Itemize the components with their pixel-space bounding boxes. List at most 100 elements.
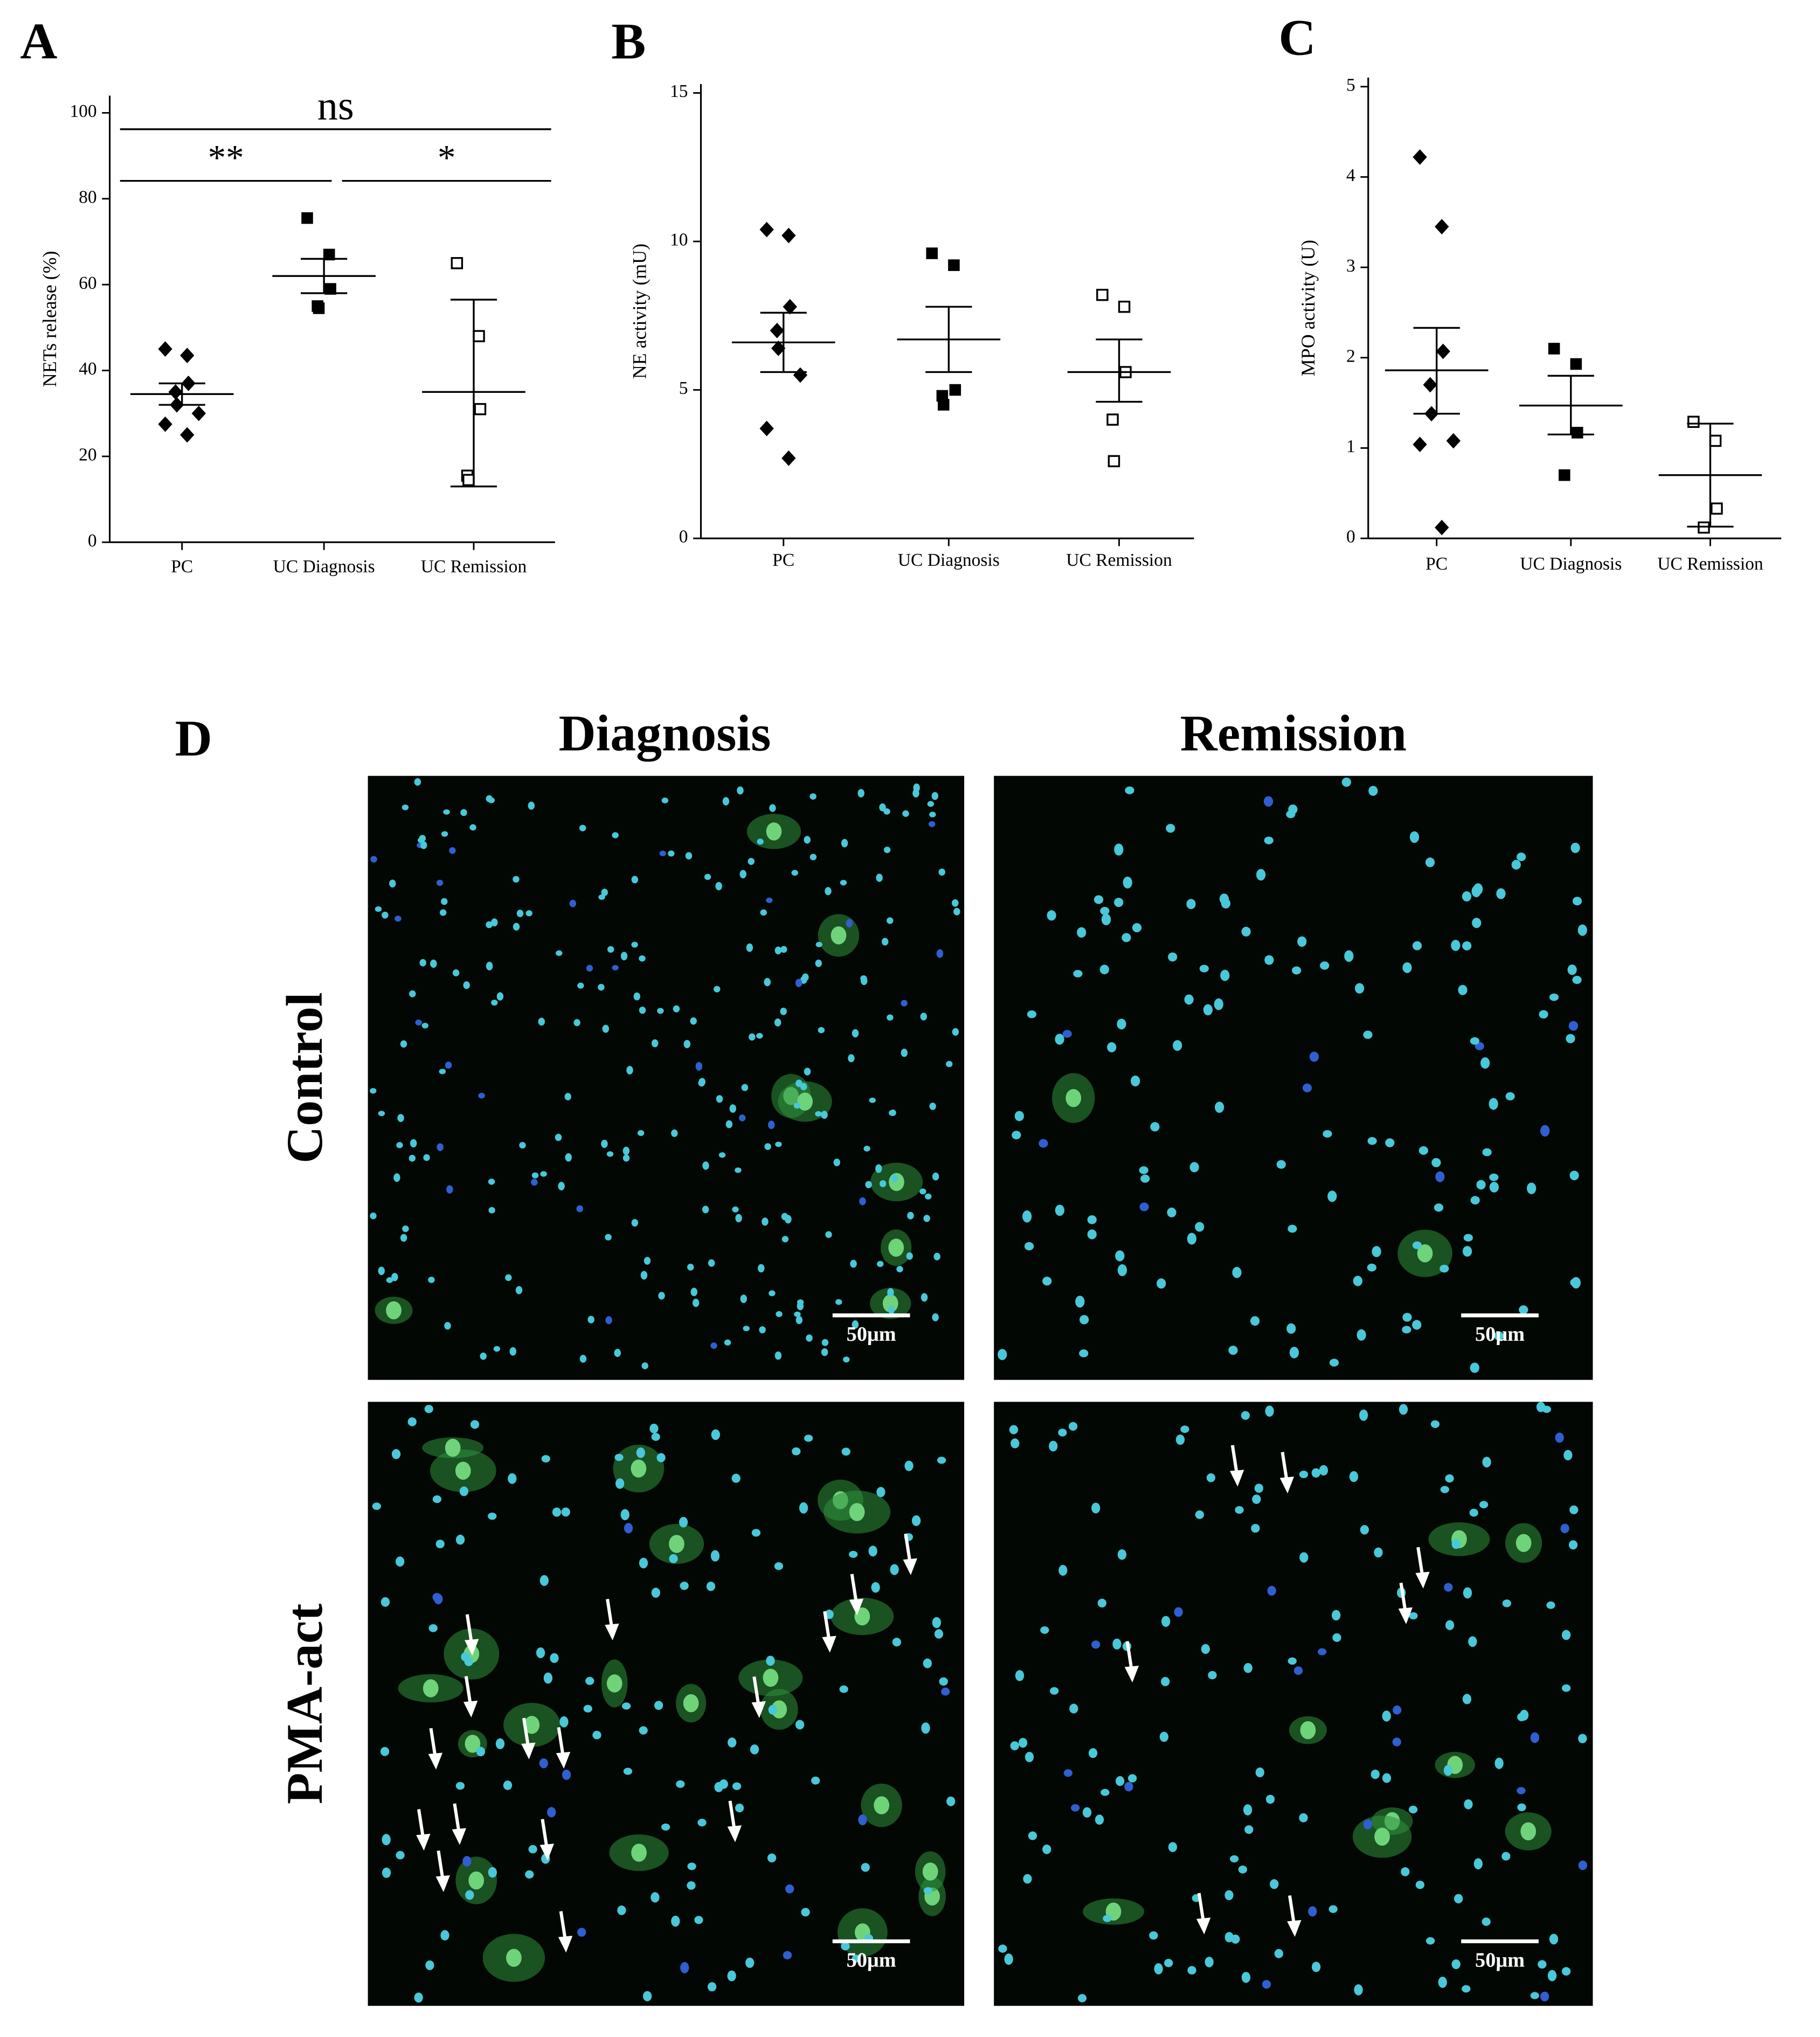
- nucleus: [902, 810, 909, 817]
- nucleus: [1392, 1737, 1401, 1747]
- nucleus: [865, 1181, 872, 1188]
- nucleus: [825, 887, 832, 896]
- nucleus: [547, 1807, 556, 1818]
- nucleus: [1157, 1278, 1166, 1289]
- data-point: [1571, 427, 1583, 439]
- nucleus: [515, 1286, 523, 1294]
- nucleus: [432, 1495, 442, 1504]
- nucleus: [1166, 823, 1175, 833]
- nucleus: [1382, 1773, 1392, 1783]
- y-tick-label: 0: [679, 527, 688, 547]
- nucleus: [1004, 1953, 1013, 1965]
- nucleus: [1047, 910, 1056, 921]
- nucleus: [687, 1264, 694, 1271]
- nucleus: [370, 1088, 377, 1094]
- nucleus: [414, 1992, 423, 2003]
- nucleus: [538, 1017, 545, 1026]
- nucleus: [488, 1207, 495, 1214]
- cell-body: [797, 1092, 813, 1111]
- nucleus: [1101, 913, 1111, 925]
- nucleus: [1039, 1139, 1048, 1148]
- nucleus: [382, 911, 389, 919]
- nucleus: [887, 1014, 894, 1021]
- nucleus: [1014, 1111, 1024, 1121]
- nucleus: [1367, 1263, 1376, 1272]
- nucleus: [626, 1065, 633, 1075]
- scale-bar-label: 50μm: [1475, 1949, 1525, 1972]
- nucleus: [612, 832, 619, 839]
- nucleus: [1011, 1438, 1020, 1449]
- nucleus: [791, 870, 798, 876]
- cell-body: [455, 1461, 471, 1480]
- nucleus: [525, 910, 532, 917]
- nucleus: [495, 1738, 505, 1749]
- data-point: [1435, 219, 1449, 235]
- arrow-head: [556, 1751, 571, 1769]
- nucleus: [400, 1234, 407, 1242]
- panel-label: C: [1278, 9, 1316, 66]
- nucleus: [671, 1915, 680, 1927]
- nucleus: [470, 1420, 480, 1429]
- nucleus: [1069, 1703, 1078, 1714]
- nucleus: [620, 952, 628, 961]
- nucleus: [1572, 897, 1582, 906]
- nucleus: [1288, 1657, 1297, 1665]
- nucleus: [503, 1780, 513, 1790]
- nucleus: [748, 857, 755, 865]
- data-point: [1570, 358, 1582, 370]
- nucleus: [1577, 924, 1587, 936]
- nucleus: [1262, 1980, 1271, 1989]
- nucleus: [1572, 975, 1582, 984]
- nucleus: [1412, 1320, 1422, 1330]
- nucleus: [414, 778, 421, 786]
- data-point: [180, 348, 195, 363]
- nucleus: [835, 1299, 842, 1305]
- nucleus: [1561, 1967, 1571, 1976]
- nucleus: [1569, 1505, 1579, 1514]
- data-point: [168, 384, 183, 400]
- nucleus: [1472, 918, 1482, 929]
- nucleus: [402, 1225, 409, 1232]
- nucleus: [932, 1617, 942, 1629]
- nucleus: [931, 792, 939, 800]
- nucleus: [1241, 1972, 1251, 1983]
- significance-label: **: [208, 137, 244, 178]
- row-title: Control: [276, 992, 333, 1163]
- nucleus: [541, 1455, 550, 1463]
- data-point: [793, 367, 808, 383]
- nucleus: [792, 1447, 801, 1456]
- nucleus: [732, 1782, 742, 1790]
- nucleus: [436, 879, 444, 886]
- nucleus: [741, 1084, 749, 1091]
- nucleus: [1115, 1250, 1125, 1262]
- cell-body: [606, 1674, 622, 1693]
- nucleus: [795, 979, 802, 987]
- nucleus: [1243, 1663, 1252, 1673]
- cell-body: [631, 1844, 647, 1862]
- nucleus: [1372, 1246, 1381, 1257]
- nucleus: [1371, 1769, 1380, 1779]
- nucleus: [690, 1017, 697, 1025]
- nucleus: [428, 1277, 435, 1283]
- nucleus: [1117, 1549, 1127, 1560]
- nucleus: [441, 898, 448, 905]
- nucleus: [562, 1769, 571, 1780]
- nucleus: [1563, 1450, 1573, 1461]
- nucleus: [612, 965, 619, 971]
- nucleus: [1568, 1021, 1579, 1031]
- micrograph: 50μm: [994, 1402, 1593, 2006]
- nucleus: [1360, 1525, 1369, 1535]
- nucleus: [1409, 831, 1420, 843]
- nucleus: [395, 1556, 405, 1567]
- nucleus: [620, 1509, 629, 1521]
- nucleus: [1023, 1874, 1032, 1884]
- data-point: [1096, 288, 1109, 301]
- nucleus: [1231, 1934, 1240, 1944]
- nucleus: [768, 1705, 777, 1715]
- y-tick-label: 40: [79, 359, 97, 379]
- x-tick-label: UC Remission: [421, 557, 527, 577]
- nucleus: [852, 1029, 859, 1038]
- nucleus: [1097, 1598, 1106, 1608]
- nucleus: [1286, 810, 1296, 819]
- nucleus: [818, 1027, 825, 1034]
